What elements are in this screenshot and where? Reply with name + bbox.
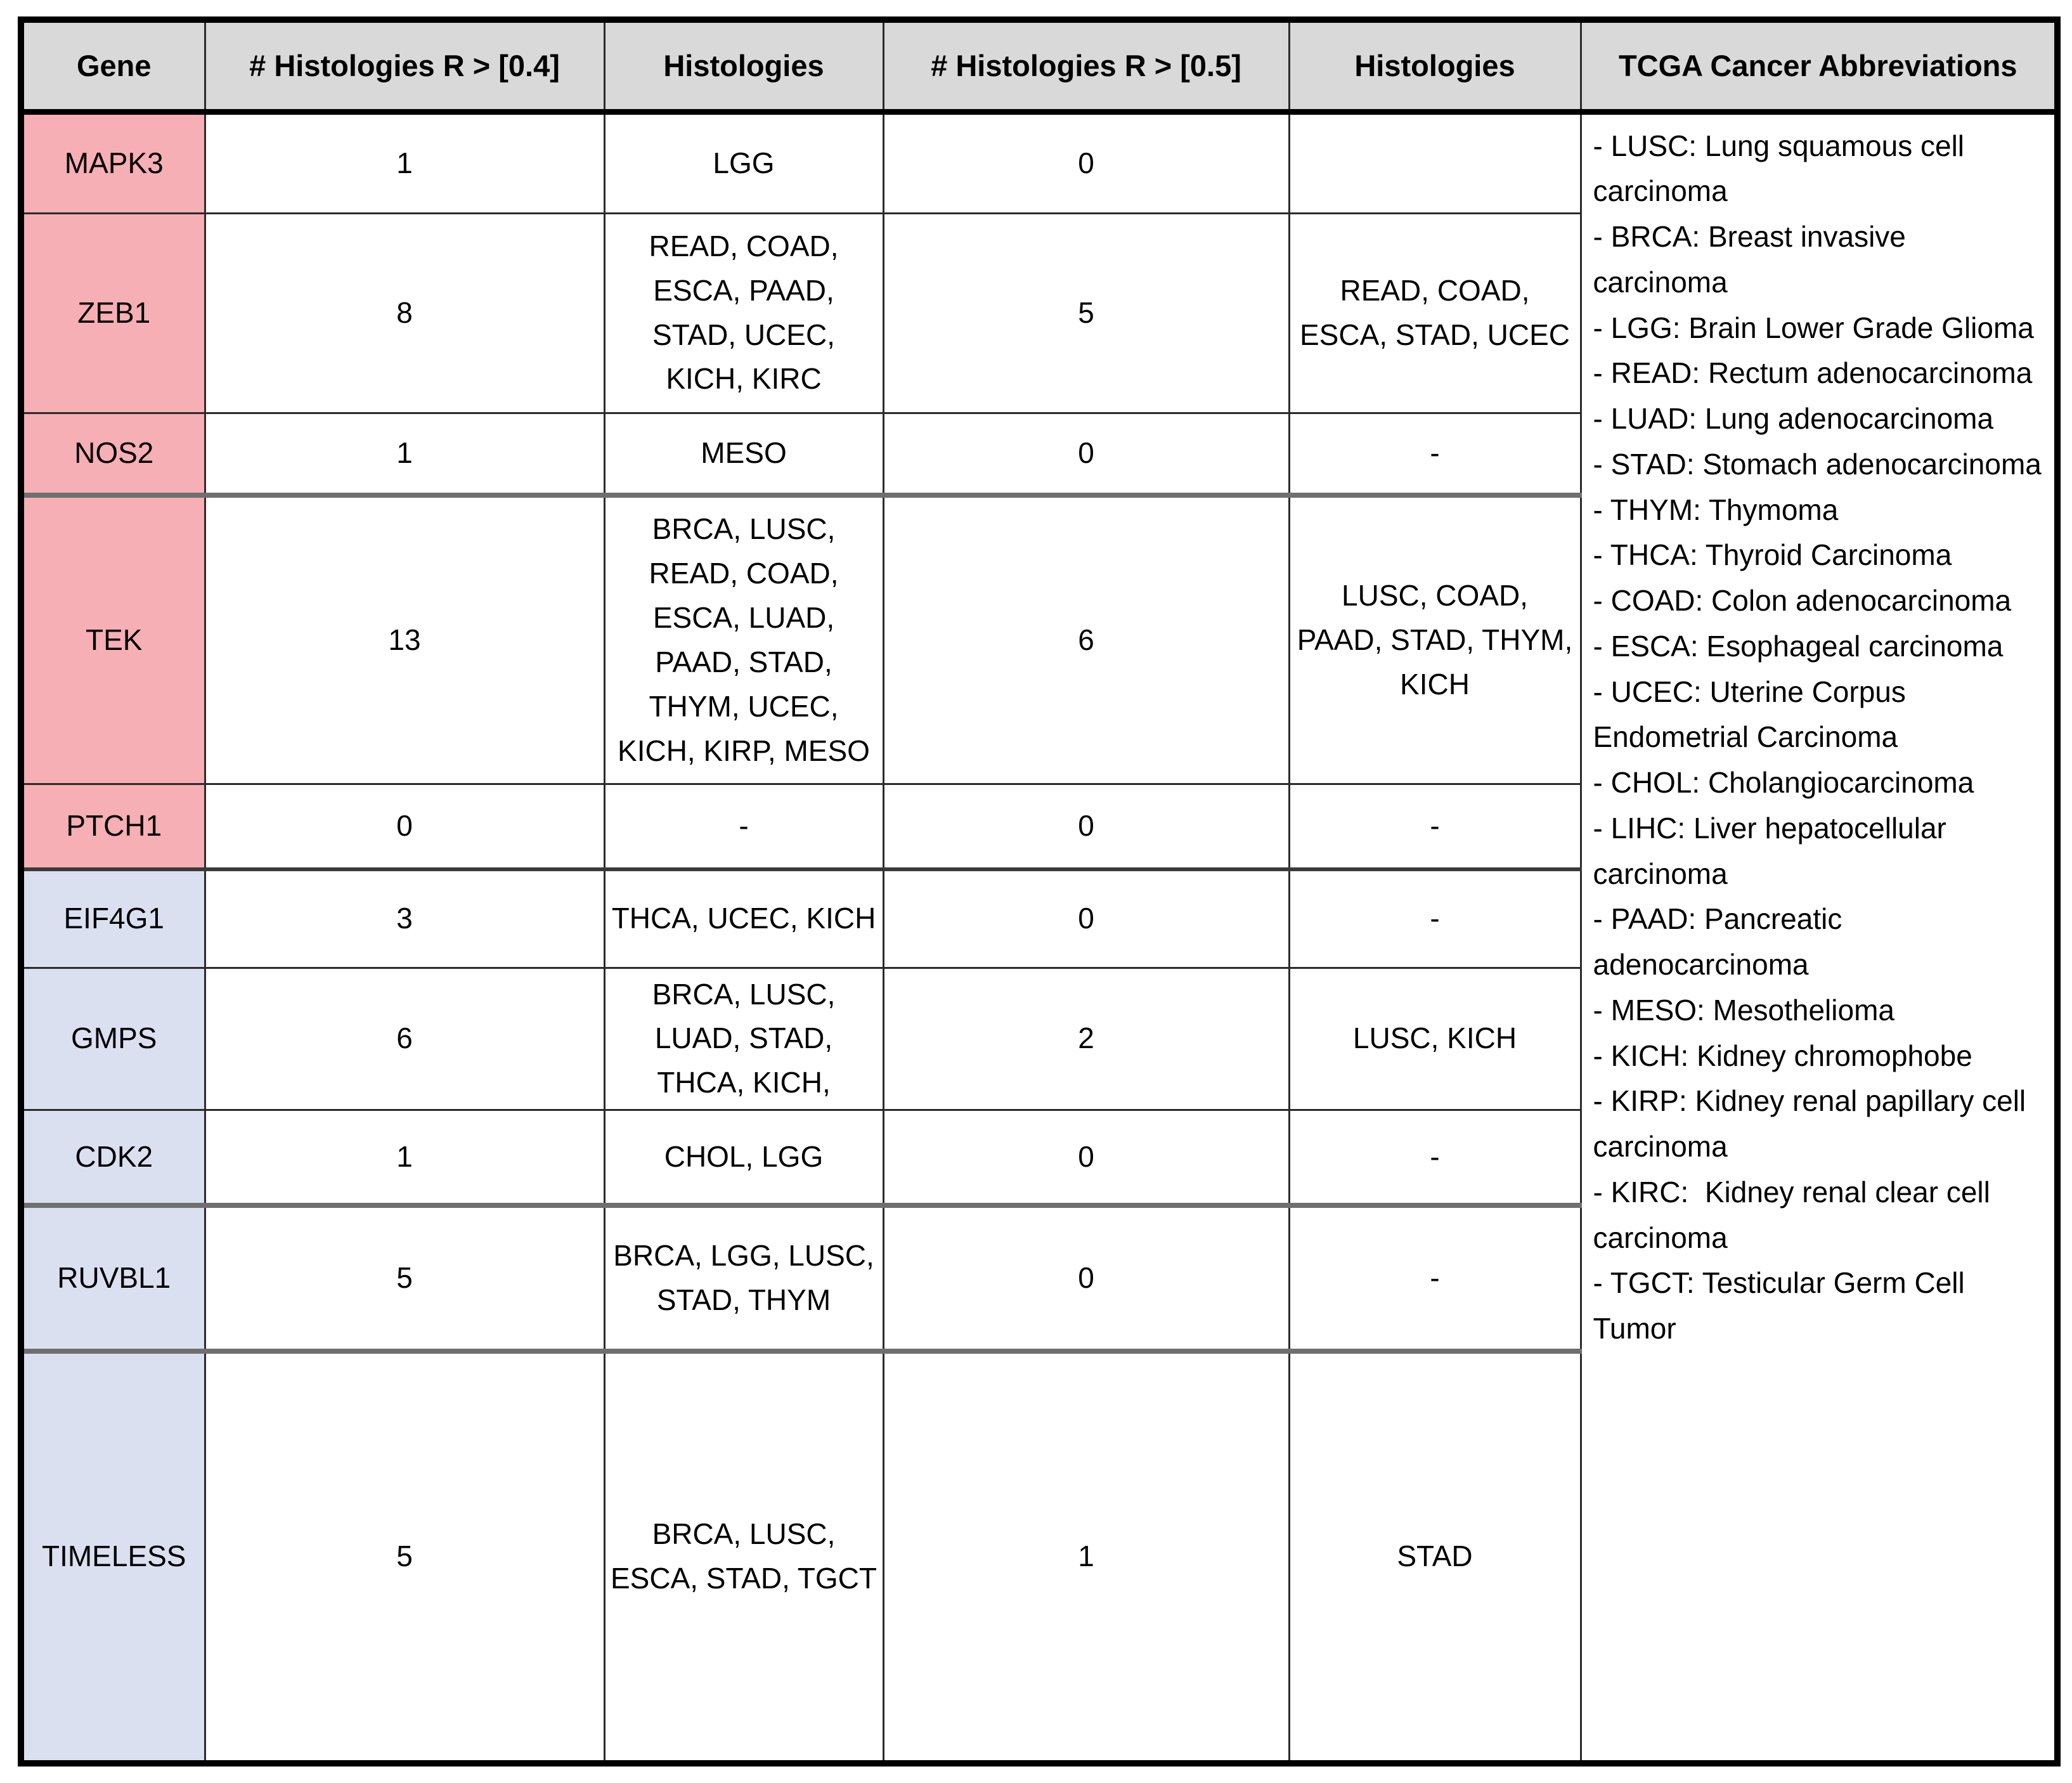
histologies-r05-cell: [1288, 110, 1582, 214]
header-gene: Gene: [20, 18, 206, 115]
gene-cell: RUVBL1: [20, 1202, 206, 1352]
gene-cell: ZEB1: [20, 212, 206, 414]
table-row: ZEB1 8 READ, COAD, ESCA, PAAD, STAD, UCE…: [20, 212, 2057, 414]
count-r04-cell: 1: [204, 412, 605, 496]
count-r04-cell: 6: [204, 966, 605, 1112]
abbreviation-line: - LGG: Brain Lower Grade Glioma: [1593, 311, 2034, 344]
histologies-r05-cell: -: [1288, 867, 1582, 969]
count-r05-cell: 0: [882, 867, 1290, 969]
table-row: RUVBL1 5 BRCA, LGG, LUSC, STAD, THYM 0 -: [20, 1202, 2057, 1352]
histologies-r04-cell: BRCA, LUSC, LUAD, STAD, THCA, KICH,: [603, 966, 884, 1112]
histologies-r04-cell: CHOL, LGG: [603, 1109, 884, 1207]
header-row: Gene # Histologies R > [0.4] Histologies…: [20, 18, 2059, 115]
abbreviation-line: - KICH: Kidney chromophobe: [1593, 1039, 1972, 1072]
count-r05-cell: 0: [882, 412, 1290, 496]
abbreviation-line: - READ: Rectum adenocarcinoma: [1593, 356, 2033, 390]
header-count-r05: # Histologies R > [0.5]: [882, 18, 1290, 115]
table-row: PTCH1 0 - 0 -: [20, 782, 2057, 871]
abbreviation-line: - UCEC: Uterine Corpus Endometrial Carci…: [1593, 675, 1914, 754]
abbreviation-line: - MESO: Mesothelioma: [1593, 993, 1894, 1027]
gene-cell: MAPK3: [20, 110, 206, 214]
abbreviation-line: - STAD: Stomach adenocarcinoma: [1593, 447, 2042, 481]
abbreviation-line: - KIRP: Kidney renal papillary cell carc…: [1593, 1084, 2034, 1163]
gene-cell: TEK: [20, 493, 206, 785]
header-count-r04: # Histologies R > [0.4]: [204, 18, 605, 115]
histologies-r04-cell: READ, COAD, ESCA, PAAD, STAD, UCEC, KICH…: [603, 212, 884, 414]
abbreviation-line: - LIHC: Liver hepatocellular carcinoma: [1593, 811, 1955, 890]
histologies-r04-cell: THCA, UCEC, KICH: [603, 867, 884, 969]
header-histologies-r05: Histologies: [1288, 18, 1582, 115]
table-row: TIMELESS 5 BRCA, LUSC, ESCA, STAD, TGCT …: [20, 1348, 2057, 1765]
table-row: NOS2 1 MESO 0 -: [20, 412, 2057, 496]
histologies-r05-cell: -: [1288, 1109, 1582, 1207]
abbreviation-line: - ESCA: Esophageal carcinoma: [1593, 629, 2004, 663]
abbreviation-line: - PAAD: Pancreatic adenocarcinoma: [1593, 902, 1851, 981]
histologies-r05-cell: LUSC, KICH: [1288, 966, 1582, 1112]
count-r04-cell: 13: [204, 493, 605, 785]
gene-histology-table: Gene # Histologies R > [0.4] Histologies…: [18, 16, 2061, 1767]
histologies-r05-cell: STAD: [1288, 1348, 1582, 1765]
count-r05-cell: 0: [882, 110, 1290, 214]
gene-cell: EIF4G1: [20, 867, 206, 969]
histologies-r05-cell: -: [1288, 782, 1582, 871]
abbreviation-line: - CHOL: Cholangiocarcinoma: [1593, 766, 1974, 799]
gene-cell: PTCH1: [20, 782, 206, 871]
abbreviation-line: - THCA: Thyroid Carcinoma: [1593, 538, 1952, 572]
histologies-r05-cell: LUSC, COAD, PAAD, STAD, THYM, KICH: [1288, 493, 1582, 785]
count-r05-cell: 2: [882, 966, 1290, 1112]
gene-cell: CDK2: [20, 1109, 206, 1207]
histologies-r04-cell: BRCA, LGG, LUSC, STAD, THYM: [603, 1202, 884, 1352]
count-r05-cell: 0: [882, 782, 1290, 871]
table-row: MAPK3 1 LGG 0 - LUSC: Lung squamous cell…: [20, 110, 2059, 1765]
count-r04-cell: 3: [204, 867, 605, 969]
header-histologies-r04: Histologies: [603, 18, 884, 115]
count-r05-cell: 6: [882, 493, 1290, 785]
header-tcga-abbreviations: TCGA Cancer Abbreviations: [1579, 18, 2059, 115]
table-row: CDK2 1 CHOL, LGG 0 -: [20, 1109, 2057, 1207]
count-r05-cell: 0: [882, 1109, 1290, 1207]
abbreviation-line: - LUSC: Lung squamous cell carcinoma: [1593, 129, 1972, 208]
gene-cell: NOS2: [20, 412, 206, 496]
count-r04-cell: 1: [204, 110, 605, 214]
abbreviation-line: - TGCT: Testicular Germ Cell Tumor: [1593, 1266, 1972, 1345]
abbreviation-line: - THYM: Thymoma: [1593, 493, 1839, 526]
histologies-r05-cell: -: [1288, 1202, 1582, 1352]
histologies-r05-cell: READ, COAD, ESCA, STAD, UCEC: [1288, 212, 1582, 414]
histologies-r04-cell: BRCA, LUSC, READ, COAD, ESCA, LUAD, PAAD…: [603, 493, 884, 785]
table-row: EIF4G1 3 THCA, UCEC, KICH 0 -: [20, 867, 2057, 969]
count-r05-cell: 0: [882, 1202, 1290, 1352]
table-row: TEK 13 BRCA, LUSC, READ, COAD, ESCA, LUA…: [20, 493, 2057, 785]
abbreviation-line: - LUAD: Lung adenocarcinoma: [1593, 402, 1994, 435]
count-r04-cell: 5: [204, 1202, 605, 1352]
abbreviation-line: - COAD: Colon adenocarcinoma: [1593, 584, 2012, 617]
histologies-r04-cell: BRCA, LUSC, ESCA, STAD, TGCT: [603, 1348, 884, 1765]
count-r04-cell: 8: [204, 212, 605, 414]
abbreviations-cell: - LUSC: Lung squamous cell carcinoma - B…: [1579, 110, 2059, 1765]
table-row: GMPS 6 BRCA, LUSC, LUAD, STAD, THCA, KIC…: [20, 966, 2057, 1112]
abbreviation-line: - BRCA: Breast invasive carcinoma: [1593, 220, 1914, 299]
count-r05-cell: 1: [882, 1348, 1290, 1765]
histologies-r04-cell: LGG: [603, 110, 884, 214]
count-r05-cell: 5: [882, 212, 1290, 414]
histologies-r04-cell: -: [603, 782, 884, 871]
histologies-r04-cell: MESO: [603, 412, 884, 496]
abbreviation-line: - KIRC: Kidney renal clear cell carcinom…: [1593, 1175, 1998, 1254]
histologies-r05-cell: -: [1288, 412, 1582, 496]
count-r04-cell: 1: [204, 1109, 605, 1207]
count-r04-cell: 0: [204, 782, 605, 871]
gene-cell: TIMELESS: [20, 1348, 206, 1765]
count-r04-cell: 5: [204, 1348, 605, 1765]
gene-cell: GMPS: [20, 966, 206, 1112]
